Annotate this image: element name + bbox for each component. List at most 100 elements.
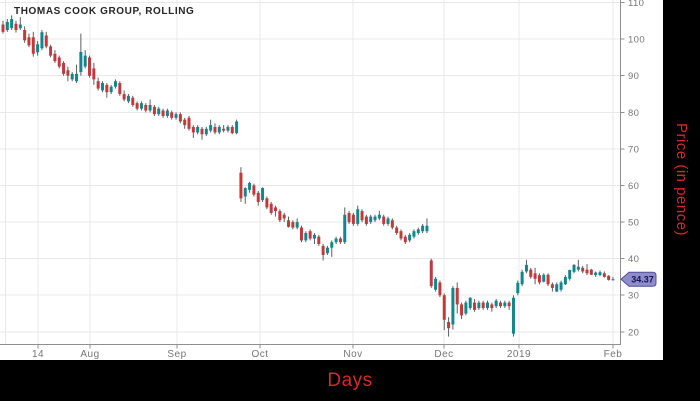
candle-body-up [563,276,567,285]
candle-body-down [317,236,321,245]
candle-body-down [191,126,195,133]
candle-body-down [287,220,291,227]
candle-body-up [304,233,308,241]
candle-body-down [96,81,100,89]
candle-body-down [152,106,156,115]
candle-body-up [248,182,252,190]
candle-body-down [23,30,27,41]
candle-body-up [451,287,455,325]
candle-body-down [395,227,399,234]
candle-body-down [92,68,96,80]
candle-body-up [10,19,14,29]
candle-body-up [75,73,79,82]
candle-body-up [356,209,360,224]
candle-body-up [412,231,416,237]
candle-body-down [460,304,464,316]
candle-body-down [274,207,278,212]
candle-body-down [347,212,351,223]
candle-body-down [390,220,394,228]
candle-body-down [447,321,451,329]
candle-body-down [230,126,234,134]
candle-body-down [481,302,485,309]
candle-body-down [550,284,554,288]
candle-body-up [148,105,152,111]
candle-body-up [568,270,572,279]
candle-body-up [139,103,143,109]
candle-body-down [382,216,386,224]
candle-body-up [369,216,373,223]
candle-body-up [516,282,520,294]
candle-body-down [308,231,312,239]
candle-body-up [204,128,208,135]
x-tick-label: Dec [434,349,453,360]
candle-body-down [27,37,31,46]
candle-body-up [261,188,265,201]
candle-body-down [291,222,295,228]
candle-body-down [455,287,459,305]
x-axis-title-strip: Days [0,360,700,401]
candle-body-up [83,55,87,67]
candle-body-down [53,53,57,62]
candle-body-up [511,297,515,334]
candle-body-down [256,192,260,202]
candle-body-down [581,267,585,272]
candle-body-down [118,83,122,95]
candle-body-up [464,302,468,314]
candle-body-down [187,117,191,129]
candle-body-down [473,302,477,310]
candle-body-up [477,302,481,309]
candle-body-down [62,62,66,74]
candle-body-up [520,271,524,285]
candle-body-up [100,83,104,91]
chart-title: THOMAS COOK GROUP, ROLLING [14,6,195,17]
candle-body-up [113,81,117,87]
candle-body-up [5,21,9,30]
candle-body-up [165,110,169,116]
candle-body-down [607,275,611,280]
candle-body-down [239,172,243,199]
candle-body-down [135,103,139,109]
candle-body-up [343,214,347,243]
candle-body-down [122,94,126,100]
candle-body-down [529,269,533,277]
candle-body-up [70,73,74,80]
candle-body-down [265,198,269,208]
candle-body-up [126,95,130,102]
x-tick-label: 2019 [507,349,531,360]
candle-body-down [364,216,368,224]
candle-body-down [278,211,282,221]
candle-body-up [18,24,22,29]
candle-body-up [386,218,390,224]
candle-body-down [589,269,593,275]
y-tick-label: 60 [628,181,639,192]
candle-body-up [524,264,528,272]
candle-body-up [373,216,377,221]
candle-body-up [312,234,316,239]
candle-body-down [49,46,53,56]
candlestick-plot[interactable]: 20 30 40 50 60 70 80 90 100 110 14 Aug Sep Oct Nov Dec 2… [0,0,663,360]
candle-body-down [546,274,550,285]
candle-body-down [131,97,135,105]
y-tick-label: 100 [628,35,645,46]
candle-body-down [438,282,442,296]
chart-area: 20 30 40 50 60 70 80 90 100 110 14 Aug Sep Oct Nov Dec 2… [0,0,663,360]
x-tick-label: Aug [80,349,99,360]
x-tick-label: Sep [167,349,186,360]
candle-body-up [334,238,338,243]
candle-body-up [494,300,498,307]
candle-body-down [200,128,204,135]
candle-body-down [585,269,589,274]
y-tick-label: 30 [628,291,639,302]
candle-body-down [602,273,606,277]
candle-body-down [31,37,35,54]
candle-body-up [576,266,580,270]
candle-body-up [377,214,381,219]
candle-body-down [351,214,355,224]
candle-body-up [486,302,490,309]
candle-body-up [79,51,83,73]
x-tick-label: 14 [32,349,44,360]
x-tick-label: Feb [604,349,623,360]
candle-body-down [213,126,217,133]
candle-body-down [533,273,537,279]
